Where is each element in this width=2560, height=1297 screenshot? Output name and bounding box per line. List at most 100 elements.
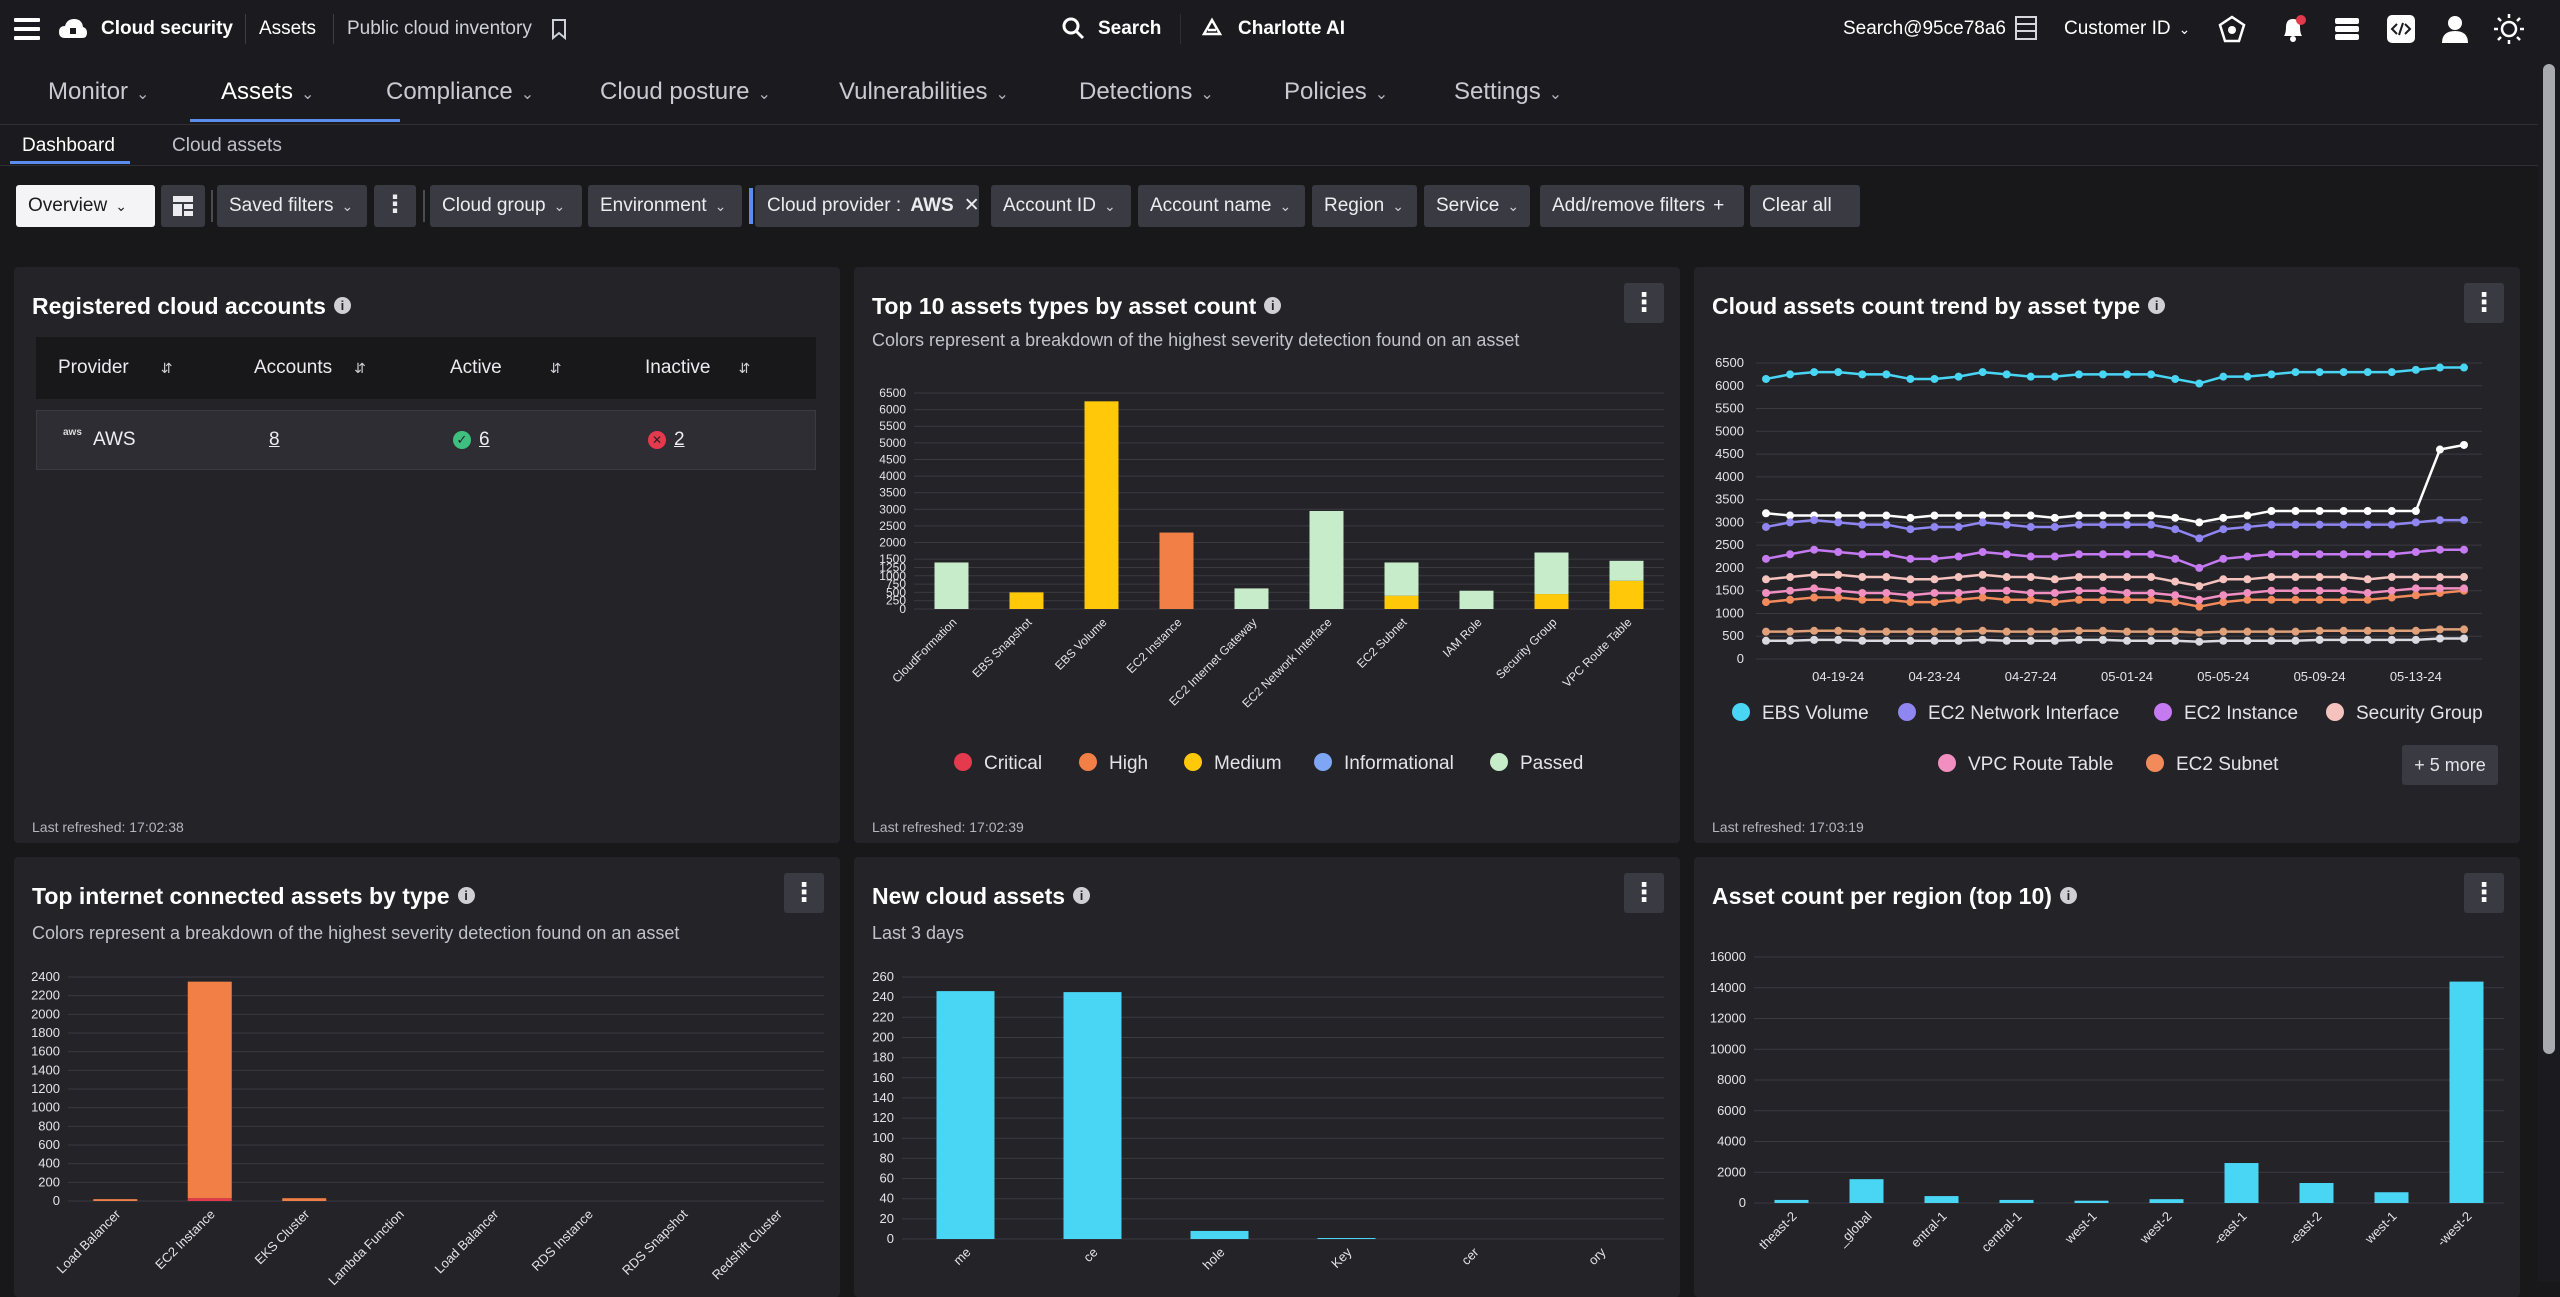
bookmark-icon[interactable] — [551, 18, 567, 40]
customer-id-select[interactable]: Customer ID ⌄ — [2064, 18, 2191, 39]
data-point — [1882, 520, 1891, 529]
info-icon[interactable]: i — [1073, 887, 1091, 905]
hamburger-menu-icon[interactable] — [14, 18, 40, 40]
sort-icon[interactable]: ⇵ — [354, 360, 366, 376]
legend-ec2-subnet[interactable]: EC2 Subnet — [2146, 753, 2278, 776]
inactive-count-link[interactable]: 2 — [674, 429, 685, 450]
code-icon[interactable] — [2386, 14, 2416, 44]
card-menu-button[interactable]: ⋮ — [2464, 283, 2504, 323]
nav-cloud-posture[interactable]: Cloud posture ⌄ — [600, 78, 771, 105]
nav-policies[interactable]: Policies ⌄ — [1284, 78, 1389, 105]
col-provider[interactable]: Provider ⇵ — [58, 357, 173, 378]
info-icon[interactable]: i — [2059, 887, 2077, 905]
card-menu-button[interactable]: ⋮ — [784, 873, 824, 913]
col-accounts[interactable]: Accounts ⇵ — [254, 357, 366, 378]
cloud-provider-filter[interactable]: Cloud provider : AWS ✕ — [755, 185, 980, 227]
cloud-group-filter[interactable]: Cloud group ⌄ — [430, 185, 582, 227]
filters-more-button[interactable]: ⋮ — [374, 185, 416, 227]
nav-detections[interactable]: Detections ⌄ — [1079, 78, 1214, 105]
charlotte-ai-button[interactable]: Charlotte AI — [1238, 18, 1345, 39]
legend-passed[interactable]: Passed — [1490, 752, 1583, 775]
nav-compliance[interactable]: Compliance ⌄ — [386, 78, 535, 105]
add-remove-filters-button[interactable]: Add/remove filters + — [1540, 185, 1744, 227]
tab-cloud-assets[interactable]: Cloud assets — [172, 135, 282, 156]
data-point — [2315, 520, 2324, 529]
legend-ebs-volume[interactable]: EBS Volume — [1732, 702, 1869, 725]
account-name-filter[interactable]: Account name ⌄ — [1138, 185, 1305, 227]
sort-icon[interactable]: ⇵ — [549, 360, 562, 376]
data-point — [2123, 595, 2132, 604]
col-active[interactable]: Active ⇵ — [450, 357, 562, 378]
clear-all-button[interactable]: Clear all — [1750, 185, 1860, 227]
data-point — [2435, 625, 2444, 634]
x-tick-label: Redshift Cluster — [709, 1206, 785, 1282]
legend-more-button[interactable]: + 5 more — [2402, 745, 2498, 785]
data-point — [2411, 591, 2420, 600]
data-point — [2195, 534, 2204, 543]
data-point — [2050, 513, 2059, 522]
data-point — [2435, 445, 2444, 454]
falcon-icon[interactable] — [2217, 14, 2247, 44]
legend-ec2-instance[interactable]: EC2 Instance — [2154, 702, 2298, 725]
legend-vpc-route-table[interactable]: VPC Route Table — [1938, 753, 2113, 776]
aws-logo-icon: aws — [63, 427, 82, 438]
user-profile-icon[interactable] — [2441, 14, 2469, 44]
data-point — [2339, 635, 2348, 644]
legend-critical[interactable]: Critical — [954, 752, 1042, 775]
search-button[interactable]: Search — [1098, 18, 1162, 39]
legend-ec2-network-interface[interactable]: EC2 Network Interface — [1898, 702, 2119, 725]
y-tick-label: 6000 — [1717, 1103, 1746, 1118]
account-id-filter[interactable]: Account ID ⌄ — [991, 185, 1131, 227]
col-inactive[interactable]: Inactive ⇵ — [645, 357, 751, 378]
user-account[interactable]: Search@95ce78a6 — [1843, 18, 2006, 39]
sort-icon[interactable]: ⇵ — [738, 360, 751, 376]
layout-toggle-button[interactable] — [161, 185, 205, 227]
data-point — [1810, 593, 1819, 602]
breadcrumb-assets[interactable]: Assets — [259, 18, 317, 39]
card-menu-button[interactable]: ⋮ — [1624, 873, 1664, 913]
legend-informational[interactable]: Informational — [1314, 752, 1454, 775]
sort-icon[interactable]: ⇵ — [160, 360, 173, 376]
info-icon[interactable]: i — [1264, 297, 1282, 315]
data-point — [2291, 550, 2300, 559]
data-point — [2460, 573, 2468, 582]
data-point — [2291, 507, 2300, 515]
stack-menu-icon[interactable] — [2333, 15, 2361, 43]
nav-assets[interactable]: Assets ⌄ — [221, 78, 315, 105]
card-menu-button[interactable]: ⋮ — [1624, 283, 1664, 323]
data-point — [1834, 586, 1843, 595]
x-tick-label: 05-01-24 — [2101, 669, 2153, 684]
scrollbar-thumb[interactable] — [2543, 64, 2555, 1054]
nav-settings[interactable]: Settings ⌄ — [1454, 78, 1563, 105]
accounts-count-link[interactable]: 8 — [269, 429, 280, 450]
notifications-bell-icon[interactable] — [2279, 14, 2307, 44]
search-icon[interactable] — [1061, 16, 1085, 40]
info-icon[interactable]: i — [333, 297, 351, 315]
legend-security-group[interactable]: Security Group — [2326, 702, 2483, 725]
theme-sun-icon[interactable] — [2493, 13, 2525, 45]
info-icon[interactable]: i — [2148, 297, 2166, 315]
legend-high[interactable]: High — [1079, 752, 1148, 775]
table-icon[interactable] — [2014, 15, 2038, 41]
data-point — [1906, 591, 1915, 600]
environment-filter[interactable]: Environment ⌄ — [588, 185, 742, 227]
data-point — [1762, 575, 1770, 584]
active-count-link[interactable]: 6 — [479, 429, 490, 450]
page-scrollbar[interactable] — [2538, 60, 2560, 1282]
remove-filter-icon[interactable]: ✕ — [963, 195, 980, 216]
service-filter[interactable]: Service ⌄ — [1424, 185, 1530, 227]
region-filter[interactable]: Region ⌄ — [1312, 185, 1417, 227]
data-point — [2363, 507, 2372, 515]
nav-vulnerabilities[interactable]: Vulnerabilities ⌄ — [839, 78, 1009, 105]
legend-medium[interactable]: Medium — [1184, 752, 1282, 775]
series-line — [1766, 637, 2464, 643]
tab-dashboard[interactable]: Dashboard — [22, 135, 115, 156]
data-point — [2098, 511, 2107, 520]
info-icon[interactable]: i — [457, 887, 475, 905]
y-tick-label: 600 — [38, 1137, 60, 1152]
app-name[interactable]: Cloud security — [101, 18, 233, 39]
saved-filters-button[interactable]: Saved filters ⌄ — [217, 185, 367, 227]
card-menu-button[interactable]: ⋮ — [2464, 873, 2504, 913]
nav-monitor[interactable]: Monitor ⌄ — [48, 78, 150, 105]
view-select[interactable]: Overview ⌄ — [16, 185, 155, 227]
